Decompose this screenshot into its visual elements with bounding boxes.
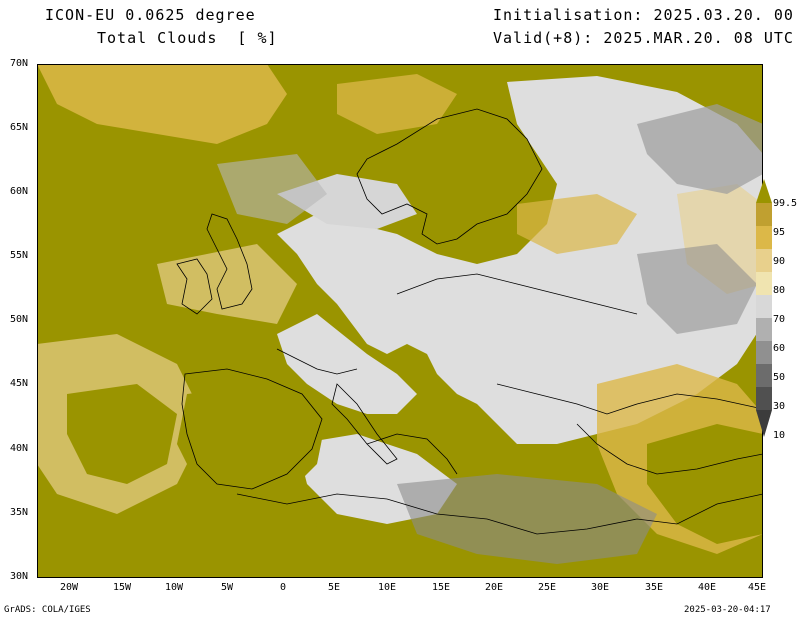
lon-label: 15E <box>432 582 451 593</box>
lon-label: 35E <box>645 582 664 593</box>
lon-label: 15W <box>113 582 132 593</box>
color-legend <box>756 179 772 437</box>
lon-label: 5W <box>221 582 234 593</box>
legend-label: 95 <box>773 227 786 238</box>
lon-label: 10W <box>165 582 184 593</box>
variable-title: Total Clouds [ %] <box>97 29 278 47</box>
footer-timestamp: 2025-03-20-04:17 <box>684 605 771 615</box>
lat-label: 70N <box>10 58 29 69</box>
legend-overcast-triangle <box>756 179 772 203</box>
legend-color-box <box>756 272 772 295</box>
legend-label: 99.5 <box>773 198 798 209</box>
legend-color-box <box>756 318 772 341</box>
model-title: ICON-EU 0.0625 degree <box>45 6 256 24</box>
cloud-cover-map <box>37 64 763 578</box>
legend-color-box <box>756 203 772 226</box>
lat-label: 60N <box>10 186 29 197</box>
valid-time: Valid(+8): 2025.MAR.20. 08 UTC <box>493 29 794 47</box>
legend-color-box <box>756 226 772 249</box>
legend-bottom-triangle <box>756 410 772 437</box>
lat-label: 65N <box>10 122 29 133</box>
lat-label: 30N <box>10 571 29 582</box>
init-time: Initialisation: 2025.03.20. 00 UTC <box>493 6 800 24</box>
legend-label: 70 <box>773 314 786 325</box>
lat-label: 35N <box>10 507 29 518</box>
legend-label: 80 <box>773 285 786 296</box>
lon-label: 0 <box>280 582 287 593</box>
legend-label: 60 <box>773 343 786 354</box>
lat-label: 55N <box>10 250 29 261</box>
lon-label: 20W <box>60 582 79 593</box>
lat-label: 50N <box>10 314 29 325</box>
legend-label: 10 <box>773 430 786 441</box>
lon-label: 5E <box>328 582 341 593</box>
lon-label: 10E <box>378 582 397 593</box>
lat-label: 40N <box>10 443 29 454</box>
lon-label: 40E <box>698 582 717 593</box>
lat-label: 45N <box>10 378 29 389</box>
legend-label: 50 <box>773 372 786 383</box>
lon-label: 45E <box>748 582 767 593</box>
legend-label: 90 <box>773 256 786 267</box>
legend-color-box <box>756 364 772 387</box>
lon-label: 30E <box>591 582 610 593</box>
lon-label: 25E <box>538 582 557 593</box>
legend-color-box <box>756 249 772 272</box>
legend-color-box <box>756 387 772 410</box>
legend-color-box <box>756 341 772 364</box>
lon-label: 20E <box>485 582 504 593</box>
footer-credit: GrADS: COLA/IGES <box>4 605 91 615</box>
legend-label: 30 <box>773 401 786 412</box>
legend-color-box <box>756 295 772 318</box>
